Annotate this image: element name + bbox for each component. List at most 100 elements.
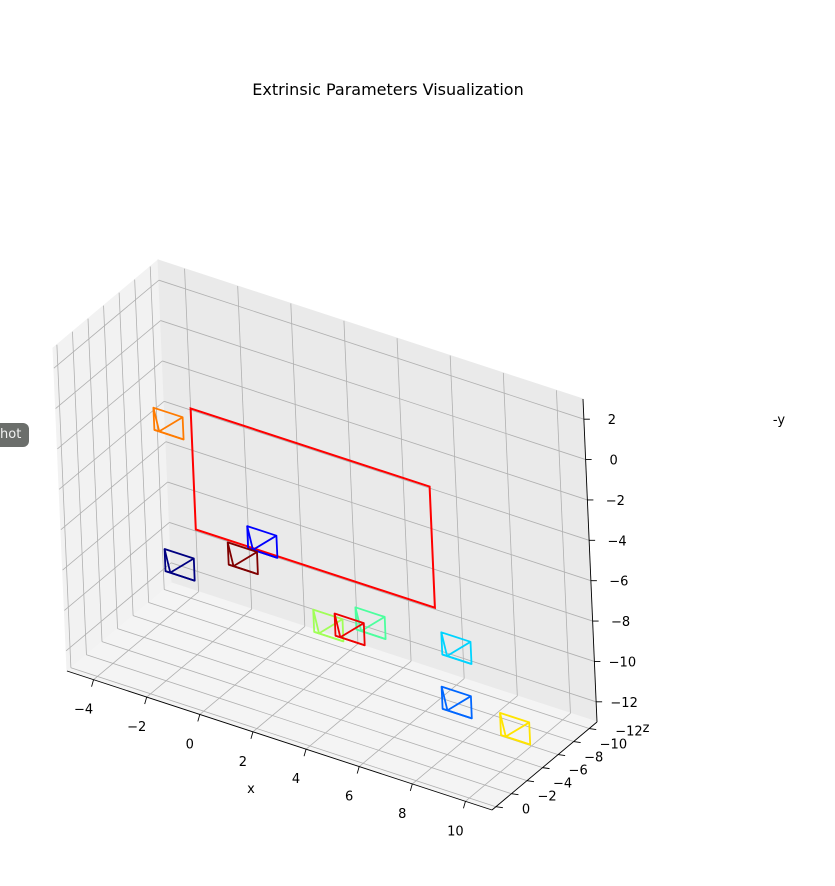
plot-marks	[152, 406, 532, 746]
z-grid-line-floor	[117, 628, 543, 769]
camera-frustum-edge	[246, 525, 254, 551]
camera-frustum-edge	[233, 565, 259, 576]
camera-frustum-4	[440, 631, 473, 665]
y-axis-line	[582, 398, 598, 723]
camera-frustum-edge	[252, 534, 277, 551]
y-grid-line-left	[55, 320, 161, 409]
camera-frustum-edge	[165, 570, 171, 574]
camera-frustum-edge	[505, 735, 531, 746]
camera-frustum-edge	[446, 641, 471, 657]
z-tick-label: 0	[522, 803, 530, 818]
camera-frustum-edge	[313, 630, 320, 635]
camera-frustum-edge	[499, 712, 507, 737]
x-grid-line-back	[290, 303, 306, 627]
camera-frustum-edge	[447, 709, 473, 720]
y-grid-line-back	[171, 562, 597, 703]
z-tick-label: −6	[569, 764, 588, 779]
z-tick-mark	[495, 806, 503, 809]
z-tick-mark	[558, 754, 566, 757]
x-grid-line-back	[556, 390, 571, 714]
y-grid-line-left	[62, 481, 168, 571]
side-tag-button[interactable]: hot	[0, 423, 30, 447]
x-tick-label: −4	[74, 703, 93, 718]
z-axis-line	[491, 721, 598, 811]
z-tick-label: −12	[615, 725, 642, 740]
x-grid-line-floor	[146, 608, 252, 698]
z-grid-line-left	[134, 279, 150, 603]
x-tick-mark	[303, 749, 307, 757]
y-tick-label: −10	[609, 655, 636, 670]
camera-frustum-edge	[441, 653, 448, 657]
camera-frustum-8	[152, 406, 185, 441]
camera-frustum-edge	[333, 613, 342, 638]
y-grid-line-left	[57, 360, 163, 450]
x-tick-label: 10	[447, 824, 464, 839]
camera-frustum-edge	[442, 707, 448, 712]
axes-ticks: −4−202468100−2−4−6−8−10−1220−2−4−6−8−10−…	[74, 413, 643, 839]
camera-frustum-base	[246, 525, 279, 559]
x-grid-line-floor	[199, 626, 306, 715]
z-grid-line-floor	[101, 641, 528, 782]
z-grid-line-floor	[164, 589, 590, 729]
y-grid-line-back	[167, 481, 593, 622]
z-grid-line-left	[72, 331, 87, 655]
camera-frustum-edge	[360, 630, 386, 640]
x-tick-label: 8	[398, 807, 406, 822]
z-tick-mark	[573, 741, 581, 744]
z-tick-mark	[542, 767, 550, 770]
camera-frustum-7	[499, 712, 532, 746]
z-tick-label: −8	[584, 751, 603, 766]
camera-frustum-6	[312, 608, 345, 643]
y-tick-label: −6	[609, 575, 628, 590]
x-grid-line-floor	[93, 591, 199, 680]
camera-frustum-edge	[360, 616, 386, 632]
z-tick-mark	[511, 793, 519, 796]
camera-frustum-edge	[505, 721, 530, 738]
y-tick-label: −4	[608, 534, 627, 549]
x-tick-mark	[463, 801, 466, 809]
y-grid-line-left	[64, 522, 170, 611]
y-grid-line-left	[65, 562, 172, 652]
x-grid-line-floor	[252, 643, 359, 733]
x-tick-label: −2	[127, 720, 146, 735]
camera-frustum-base	[152, 406, 185, 441]
x-tick-label: 2	[239, 755, 247, 770]
camera-frustum-3	[440, 685, 473, 720]
camera-frustum-edge	[163, 548, 172, 573]
chart-title: Extrinsic Parameters Visualization	[252, 80, 523, 99]
z-grid-line-left	[56, 344, 72, 668]
camera-frustum-edge	[158, 416, 184, 433]
y-grid-line-back	[164, 400, 590, 541]
camera-frustum-edge	[440, 632, 448, 657]
x-grid-line-back	[396, 338, 412, 662]
y-tick-label: −8	[611, 615, 630, 630]
camera-frustum-edge	[154, 429, 160, 433]
camera-frustum-edge	[152, 407, 161, 432]
x-axis-label: x	[247, 782, 255, 797]
z-tick-label: −2	[537, 790, 556, 805]
y-tick-label: −2	[606, 494, 625, 509]
x-tick-mark	[91, 679, 94, 687]
camera-frustum-edge	[318, 632, 344, 643]
x-tick-label: 0	[186, 737, 194, 752]
z-grid-line-left	[103, 305, 118, 629]
y-tick-label: 2	[608, 413, 616, 428]
camera-frustum-edge	[335, 634, 341, 639]
z-grid-line-floor	[86, 654, 512, 795]
camera-frustum-edge	[226, 542, 235, 567]
y-grid-line-left	[60, 441, 167, 530]
x-grid-line-floor	[305, 660, 412, 750]
camera-frustum-base	[440, 631, 473, 665]
z-axis-label: z	[643, 721, 650, 736]
camera-frustum-1	[163, 548, 196, 582]
x-tick-label: 6	[345, 790, 353, 805]
camera-frustum-5	[354, 606, 387, 640]
x-grid-line-floor	[465, 713, 571, 802]
x-grid-line-back	[343, 320, 359, 644]
x-tick-mark	[356, 766, 360, 774]
camera-frustum-edge	[339, 622, 365, 639]
x-tick-mark	[197, 714, 201, 722]
camera-frustum-9	[333, 612, 366, 647]
z-tick-label: −10	[600, 738, 627, 753]
x-grid-line-floor	[412, 695, 518, 785]
